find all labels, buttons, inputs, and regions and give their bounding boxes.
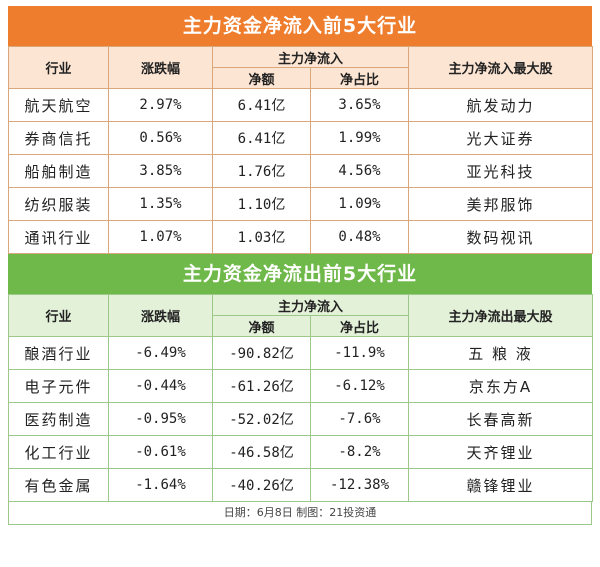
header-net: 净额: [212, 67, 311, 89]
net-cell: 6.41亿: [212, 121, 311, 155]
header-main-flow: 主力净流入: [211, 294, 410, 316]
net-cell: 6.41亿: [212, 88, 311, 122]
industry-cell: 纺织服装: [8, 187, 109, 221]
page: 主力资金净流入前5大行业 行业 涨跌幅 主力净流入 主力净流入最大股 净额 净占…: [8, 6, 594, 525]
change-cell: -0.61%: [108, 435, 213, 469]
ratio-cell: -7.6%: [309, 402, 410, 436]
net-cell: -40.26亿: [212, 468, 311, 502]
header-main-flow: 主力净流入: [211, 46, 410, 68]
industry-cell: 酿酒行业: [8, 336, 109, 370]
outflow-table: 行业 涨跌幅 主力净流入 主力净流出最大股 净额 净占比 酿酒行业 -6.49%…: [8, 294, 594, 502]
industry-cell: 航天航空: [8, 88, 109, 122]
ratio-cell: 3.65%: [309, 88, 410, 122]
footer-credit: 日期：6月8日 制图：21投资通: [8, 502, 592, 525]
stock-cell: 五 粮 液: [408, 336, 594, 370]
table-row: 航天航空 2.97% 6.41亿 3.65% 航发动力: [8, 88, 594, 122]
ratio-cell: 0.48%: [309, 220, 410, 254]
change-cell: -0.44%: [108, 369, 213, 403]
header-change: 涨跌幅: [108, 46, 213, 89]
table-row: 纺织服装 1.35% 1.10亿 1.09% 美邦服饰: [8, 187, 594, 221]
ratio-cell: 4.56%: [309, 154, 410, 188]
table-row: 有色金属 -1.64% -40.26亿 -12.38% 赣锋锂业: [8, 468, 594, 502]
ratio-cell: -8.2%: [309, 435, 410, 469]
change-cell: 3.85%: [108, 154, 213, 188]
inflow-title: 主力资金净流入前5大行业: [8, 6, 592, 46]
stock-cell: 美邦服饰: [408, 187, 594, 221]
stock-cell: 赣锋锂业: [408, 468, 594, 502]
net-cell: 1.03亿: [212, 220, 311, 254]
ratio-cell: -6.12%: [309, 369, 410, 403]
stock-cell: 长春高新: [408, 402, 594, 436]
header-top-stock: 主力净流出最大股: [408, 294, 594, 337]
change-cell: 0.56%: [108, 121, 213, 155]
stock-cell: 亚光科技: [408, 154, 594, 188]
table-row: 电子元件 -0.44% -61.26亿 -6.12% 京东方A: [8, 369, 594, 403]
table-row: 医药制造 -0.95% -52.02亿 -7.6% 长春高新: [8, 402, 594, 436]
inflow-subheader-row: 净额 净占比: [9, 67, 593, 89]
net-cell: 1.76亿: [212, 154, 311, 188]
outflow-header-row: 行业 涨跌幅 主力净流入 主力净流出最大股: [8, 294, 594, 337]
table-row: 化工行业 -0.61% -46.58亿 -8.2% 天齐锂业: [8, 435, 594, 469]
net-cell: 1.10亿: [212, 187, 311, 221]
table-row: 船舶制造 3.85% 1.76亿 4.56% 亚光科技: [8, 154, 594, 188]
industry-cell: 通讯行业: [8, 220, 109, 254]
header-top-stock: 主力净流入最大股: [408, 46, 594, 89]
net-cell: -52.02亿: [212, 402, 311, 436]
stock-cell: 光大证券: [408, 121, 594, 155]
industry-cell: 电子元件: [8, 369, 109, 403]
industry-cell: 医药制造: [8, 402, 109, 436]
header-net: 净额: [212, 315, 311, 337]
outflow-title: 主力资金净流出前5大行业: [8, 254, 592, 294]
industry-cell: 有色金属: [8, 468, 109, 502]
header-industry: 行业: [8, 46, 109, 89]
change-cell: -0.95%: [108, 402, 213, 436]
change-cell: 1.35%: [108, 187, 213, 221]
header-change: 涨跌幅: [108, 294, 213, 337]
inflow-table: 行业 涨跌幅 主力净流入 主力净流入最大股 净额 净占比 航天航空 2.97% …: [8, 46, 594, 254]
table-row: 酿酒行业 -6.49% -90.82亿 -11.9% 五 粮 液: [8, 336, 594, 370]
net-cell: -90.82亿: [212, 336, 311, 370]
header-ratio: 净占比: [309, 315, 410, 337]
net-cell: -61.26亿: [212, 369, 311, 403]
outflow-subheader-row: 净额 净占比: [9, 315, 593, 337]
stock-cell: 数码视讯: [408, 220, 594, 254]
ratio-cell: 1.99%: [309, 121, 410, 155]
header-ratio: 净占比: [309, 67, 410, 89]
header-industry: 行业: [8, 294, 109, 337]
industry-cell: 券商信托: [8, 121, 109, 155]
stock-cell: 天齐锂业: [408, 435, 594, 469]
change-cell: 1.07%: [108, 220, 213, 254]
table-row: 通讯行业 1.07% 1.03亿 0.48% 数码视讯: [8, 220, 594, 254]
table-row: 券商信托 0.56% 6.41亿 1.99% 光大证券: [8, 121, 594, 155]
stock-cell: 京东方A: [408, 369, 594, 403]
inflow-header-row: 行业 涨跌幅 主力净流入 主力净流入最大股: [8, 46, 594, 89]
net-cell: -46.58亿: [212, 435, 311, 469]
ratio-cell: -11.9%: [309, 336, 410, 370]
stock-cell: 航发动力: [408, 88, 594, 122]
change-cell: -1.64%: [108, 468, 213, 502]
change-cell: 2.97%: [108, 88, 213, 122]
ratio-cell: -12.38%: [309, 468, 410, 502]
industry-cell: 化工行业: [8, 435, 109, 469]
industry-cell: 船舶制造: [8, 154, 109, 188]
ratio-cell: 1.09%: [309, 187, 410, 221]
change-cell: -6.49%: [108, 336, 213, 370]
